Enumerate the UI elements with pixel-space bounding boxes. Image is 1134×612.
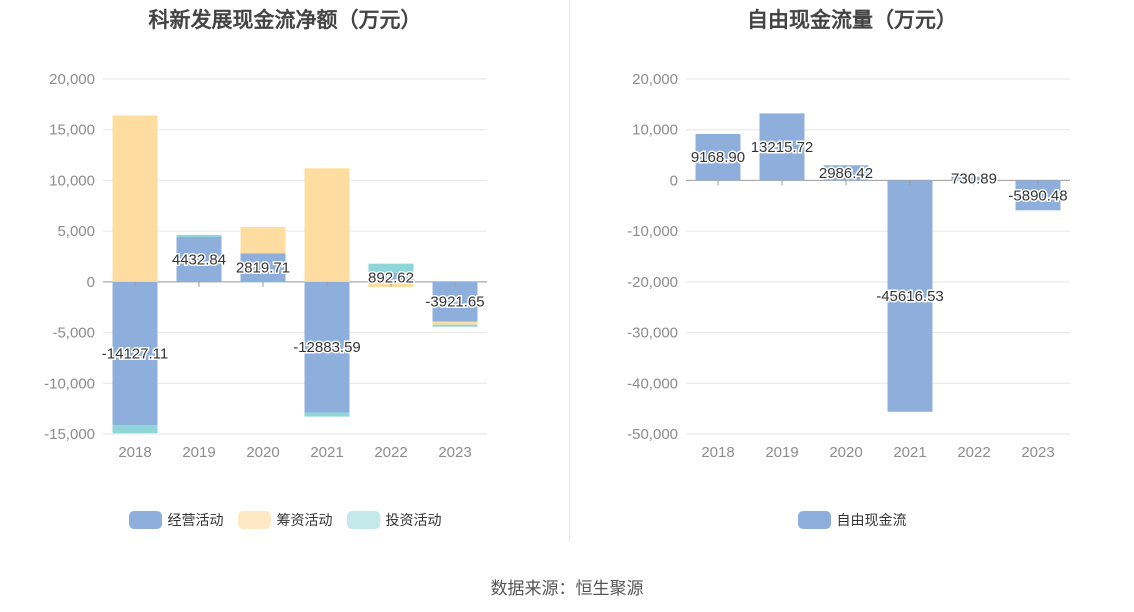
y-tick-label: -10,000	[627, 223, 678, 240]
y-tick-label: 20,000	[49, 71, 95, 88]
x-tick-label: 2020	[829, 444, 862, 461]
free-cash-flow-plot: 20,000 10,000 0 -10,000 -20,000 -30,000 -40,00…	[627, 71, 1070, 461]
data-label: -5890.48	[1008, 187, 1067, 204]
y-tick-label: -50,000	[627, 426, 678, 443]
y-tick-label: 0	[87, 274, 95, 291]
y-tick-label: 15,000	[49, 122, 95, 139]
data-label: -3921.65	[425, 294, 484, 311]
x-tick-label: 2021	[893, 444, 926, 461]
legend-label: 自由现金流	[836, 512, 907, 528]
y-tick-label: -10,000	[44, 375, 95, 392]
bar	[759, 113, 805, 181]
data-label: 4432.84	[172, 251, 226, 268]
bar	[176, 234, 222, 237]
bar	[823, 165, 869, 181]
legend-item-free-cash-flow[interactable]: 自由现金流	[797, 510, 907, 530]
legend: 经营活动 筹资活动 投资活动	[0, 510, 570, 530]
y-tick-label: 0	[670, 172, 678, 189]
data-label: 2986.42	[819, 165, 873, 182]
data-label: 2819.71	[236, 260, 290, 277]
y-tick-label: 10,000	[49, 172, 95, 189]
bar	[112, 281, 158, 426]
bar	[304, 412, 350, 417]
bar	[432, 281, 478, 322]
bar	[304, 281, 350, 413]
bar	[240, 253, 286, 282]
legend-item-financing[interactable]: 筹资活动	[237, 510, 333, 530]
data-label: 13215.72	[751, 139, 814, 156]
bar	[432, 321, 478, 325]
y-tick-label: -30,000	[627, 325, 678, 342]
data-label: 892.62	[368, 269, 414, 286]
free-cash-flow-panel: 自由现金流量（万元） 20,000 10,000 0 -10,000 -20,000 -3…	[570, 0, 1134, 560]
x-tick-label: 2022	[374, 444, 407, 461]
bar	[240, 226, 286, 254]
y-tick-label: -15,000	[44, 426, 95, 443]
legend-label: 筹资活动	[276, 512, 333, 528]
data-label: -14127.11	[102, 346, 168, 363]
bar	[432, 324, 478, 327]
panel-divider	[569, 0, 570, 542]
y-tick-label: -40,000	[627, 375, 678, 392]
x-tick-label: 2018	[118, 444, 151, 461]
data-label: 9168.90	[691, 149, 745, 166]
x-tick-label: 2023	[1021, 444, 1054, 461]
chart-title: 自由现金流量（万元）	[747, 9, 957, 32]
data-source: 数据来源：恒生聚源	[490, 579, 644, 598]
y-tick-label: 20,000	[632, 71, 678, 88]
bar	[695, 133, 741, 181]
data-label: -12883.59	[293, 339, 361, 356]
bar	[112, 425, 158, 434]
legend-swatch	[128, 511, 162, 529]
bar	[368, 272, 414, 282]
cash-flow-net-plot: 20,000 15,000 10,000 5,000 0 -5,000 -10,000 -15…	[44, 71, 487, 461]
x-tick-label: 2019	[765, 444, 798, 461]
x-tick-label: 2023	[438, 444, 471, 461]
bar	[112, 115, 158, 282]
data-label: 730.89	[951, 171, 997, 188]
data-label: -45616.53	[876, 288, 944, 305]
legend-item-operating[interactable]: 经营活动	[128, 510, 224, 530]
bar	[887, 180, 933, 412]
y-tick-label: -20,000	[627, 274, 678, 291]
y-tick-label: 5,000	[57, 223, 95, 240]
x-tick-label: 2019	[182, 444, 215, 461]
bar	[951, 176, 997, 181]
legend-label: 经营活动	[167, 512, 224, 528]
legend-swatch	[346, 511, 380, 529]
bar	[368, 263, 414, 273]
legend-label: 投资活动	[385, 512, 442, 528]
chart-title: 科新发展现金流净额（万元）	[148, 9, 422, 32]
x-tick-label: 2018	[701, 444, 734, 461]
y-tick-label: 10,000	[632, 122, 678, 139]
bar	[176, 236, 222, 282]
cash-flow-net-panel: 科新发展现金流净额（万元） 20,000 15,000 10,000 5,000 0 -5…	[0, 0, 570, 560]
bar	[304, 168, 350, 282]
legend: 自由现金流	[570, 510, 1134, 530]
x-tick-label: 2021	[310, 444, 343, 461]
x-tick-label: 2022	[957, 444, 990, 461]
legend-swatch	[237, 511, 271, 529]
y-tick-label: -5,000	[52, 325, 95, 342]
x-tick-label: 2020	[246, 444, 279, 461]
legend-swatch	[797, 511, 831, 529]
legend-item-investing[interactable]: 投资活动	[346, 510, 442, 530]
